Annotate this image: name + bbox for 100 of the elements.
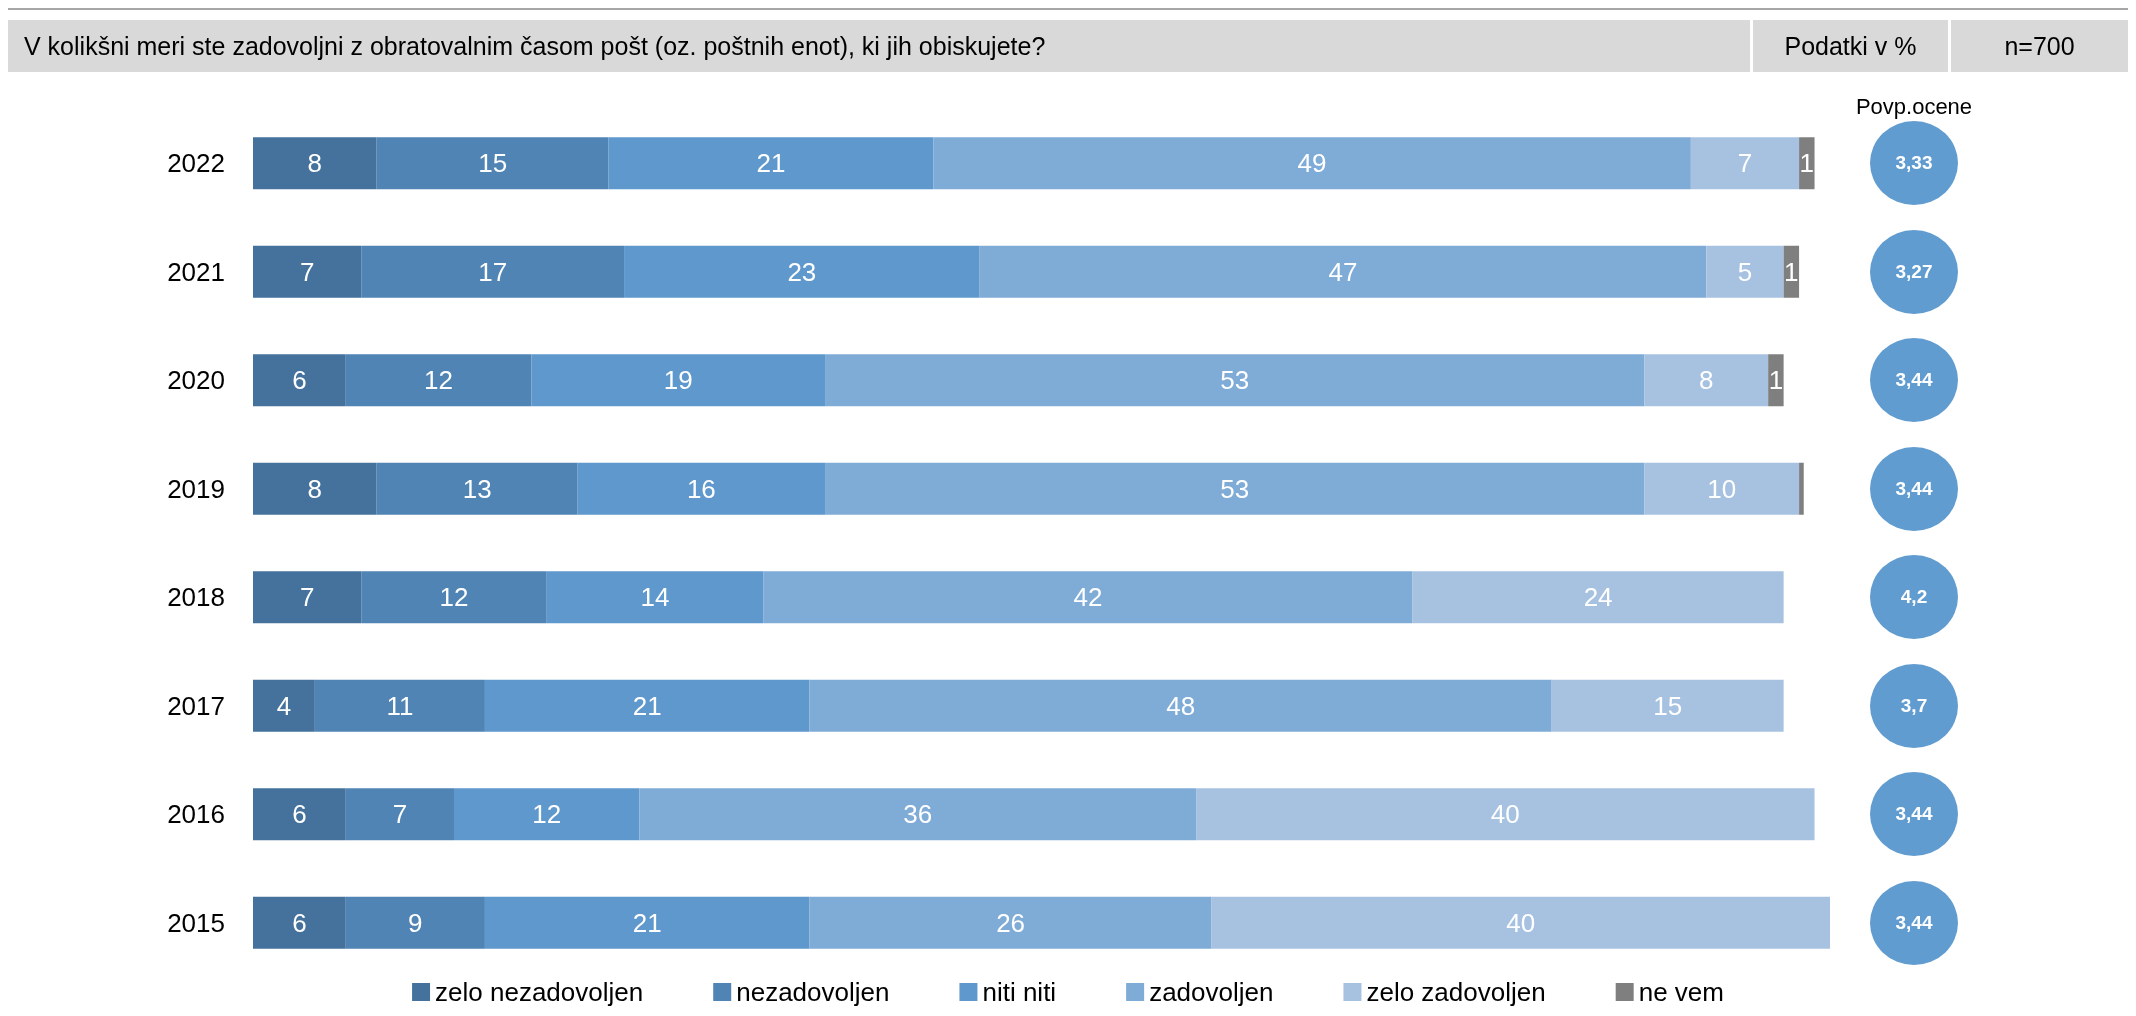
y-tick-label: 2019	[167, 473, 225, 504]
data-label: 7	[1737, 148, 1753, 179]
circle-badge: 3,27	[1870, 229, 1958, 314]
data-label: 1	[1799, 148, 1815, 179]
bar	[1690, 137, 1800, 190]
bar	[1706, 245, 1784, 298]
data-label: 21	[756, 148, 786, 179]
data-label: 49	[1297, 148, 1327, 179]
circle-badge: 4,2	[1870, 555, 1958, 640]
data-label: 11	[386, 690, 414, 721]
data-label: 48	[1166, 690, 1196, 721]
bar	[345, 788, 454, 841]
y-tick-label: 2015	[167, 907, 225, 938]
text: Povp.ocene	[1855, 94, 1973, 119]
text: Podatki v %	[1784, 31, 1917, 61]
data-label: 13	[462, 473, 492, 504]
bar	[314, 679, 485, 732]
bar	[531, 354, 826, 407]
data-label: 14	[640, 582, 670, 613]
data-label: 7	[299, 582, 315, 613]
bar	[345, 354, 532, 407]
bar	[1644, 354, 1769, 407]
data-label: 12	[424, 365, 453, 396]
data-label: 40	[1490, 799, 1520, 830]
bar	[1551, 679, 1784, 732]
legend-label: zadovoljen	[1149, 977, 1274, 1007]
chart-title: V kolikšni meri ste zadovoljni z obratovalnim časom pošt (oz. poštnih enot), ki jih obiskujete?	[24, 31, 1046, 61]
y-tick-label: 2017	[167, 690, 225, 721]
data-label: 8	[1699, 365, 1714, 396]
data-label: 17	[478, 256, 508, 287]
bar	[1412, 571, 1784, 624]
data-label: 23	[787, 256, 817, 287]
bar	[624, 245, 980, 298]
data-label: 1	[1784, 256, 1799, 287]
y-tick-label: 2022	[167, 148, 225, 179]
data-label: 6	[292, 365, 307, 396]
bar	[763, 571, 1413, 624]
bar	[484, 679, 810, 732]
circle-badge: 3,44	[1870, 772, 1958, 857]
bar	[933, 137, 1691, 190]
bar	[979, 245, 1707, 298]
data-label: 6	[292, 907, 307, 938]
bar	[809, 679, 1552, 732]
data-label: 21	[632, 690, 662, 721]
text: n=700	[2004, 31, 2075, 61]
bar	[253, 245, 362, 298]
circle-badge: 3,44	[1870, 338, 1958, 423]
bar	[1196, 788, 1815, 841]
data-label: 9	[408, 907, 423, 938]
data-label: 8	[307, 148, 323, 179]
data-label: 7	[392, 799, 408, 830]
bar	[484, 896, 810, 949]
circle-badge: 3,33	[1870, 121, 1958, 206]
data-label: 42	[1073, 582, 1103, 613]
bar	[253, 571, 362, 624]
data-label: 12	[439, 582, 469, 613]
data-label: 36	[903, 799, 933, 830]
data-label: 4	[276, 690, 292, 721]
y-tick-label: 2016	[167, 799, 225, 830]
data-label: 1	[1768, 365, 1784, 396]
legend-label: niti niti	[982, 977, 1057, 1007]
bar	[345, 896, 485, 949]
data-label: 26	[996, 907, 1026, 938]
data-label: 19	[663, 365, 693, 396]
bar	[1768, 354, 1784, 407]
bar	[376, 462, 578, 515]
data-label: 53	[1220, 473, 1250, 504]
data-label: 40	[1506, 907, 1536, 938]
bar	[825, 462, 1645, 515]
legend-label: nezadovoljen	[736, 977, 890, 1007]
bar	[453, 788, 640, 841]
circle-badge: 3,44	[1870, 880, 1958, 965]
y-tick-label: 2021	[167, 256, 225, 287]
data-label: 16	[686, 473, 716, 504]
bar	[809, 896, 1212, 949]
legend-label: ne vem	[1638, 977, 1724, 1007]
legend-label: zelo zadovoljen	[1366, 977, 1546, 1007]
bar	[1211, 896, 1830, 949]
data-label: 21	[632, 907, 662, 938]
data-label: 5	[1737, 256, 1753, 287]
data-label: 6	[292, 799, 307, 830]
circle-badge: 3,7	[1870, 663, 1958, 748]
data-label: 10	[1707, 473, 1737, 504]
bar	[825, 354, 1645, 407]
bar	[253, 788, 346, 841]
bar	[1644, 462, 1800, 515]
bar	[253, 354, 346, 407]
data-label: 7	[299, 256, 315, 287]
bar	[361, 245, 625, 298]
bar	[1799, 462, 1804, 515]
data-label: 8	[307, 473, 323, 504]
data-label: 15	[1653, 690, 1683, 721]
bar	[639, 788, 1197, 841]
data-label: 12	[532, 799, 562, 830]
circle-badge: 3,44	[1870, 446, 1958, 531]
bar	[361, 571, 547, 624]
data-label: 24	[1583, 582, 1613, 613]
data-label: 53	[1220, 365, 1250, 396]
bar	[546, 571, 764, 624]
bar	[376, 137, 609, 190]
